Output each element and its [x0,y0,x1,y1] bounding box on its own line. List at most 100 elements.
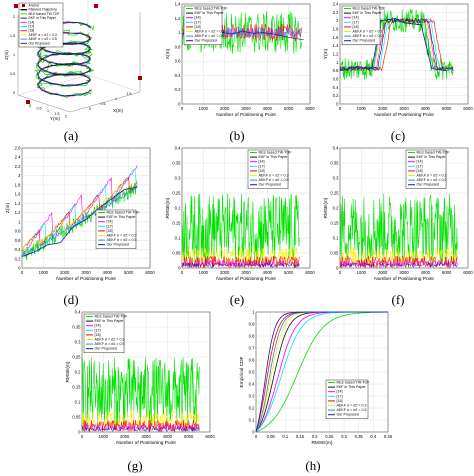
chart-x-position: 0 1000 2000 3000 4000 5000 6000 0 0.2 0.4 0.6 0.8 1 1… [165,2,315,119]
y-tick-c: 1 [336,60,339,65]
y-tick-d: 1.4 [15,201,21,206]
x-axis-label-c: Number of Positioning Point [374,112,434,118]
x-tick-f: 0 [339,270,342,275]
legend-swatch-a [22,4,25,7]
legend-box-f [405,149,447,189]
legend-entry-e: [17] [259,164,265,168]
panel-c: 0 1000 2000 3000 4000 5000 6000 0 0.2 0.4 0.6 0.8 1 1… [318,0,474,126]
y-tick-f: 0.15 [330,221,339,226]
y-tick-e: 0.05 [172,251,181,256]
x-tick-h: 0.05 [267,434,276,439]
legend-entry-a: Our Proposed [29,41,50,45]
legend-entry-h: Our Proposed [337,413,359,417]
y-axis-label-h: Empirical CDF [239,356,245,387]
legend-box-h [325,379,369,419]
plot-area-g: 0 1000 2000 3000 4000 5000 6000 0 0.05 0.1 0.15 0.2… [65,310,215,447]
y-tick-f: 0.05 [330,251,339,256]
panel-h: 0 0.05 0.1 0.15 0.2 0.25 0.3 0.35 0.4 0.45 0 0.1 0.2… [234,306,394,456]
legend-entry-f: EKF in This Paper [417,155,447,159]
y-tick-b: 0.8 [175,44,181,49]
y-tick-h: 0.7 [249,346,255,351]
y-tick-b: 0.4 [175,73,181,78]
panel-e: 0 1000 2000 3000 4000 5000 6000 0 0.05 0.1 0.15 0.2… [160,142,316,292]
x-tick-e: 0 [181,270,184,275]
axes-3d-frame [17,12,141,113]
legend-entry-b: [17] [195,20,201,24]
legend-entry-c: AEKF σ = σ2 = 0.5 [353,34,383,38]
plot-area-f: 0 1000 2000 3000 4000 5000 6000 0 0.05 0.1 0.15 0.2… [323,146,473,283]
x-tick-a: 1.5 [127,92,132,96]
legend-entry-c: [14] [353,16,359,20]
y-tick-d: 1.8 [15,182,21,187]
y-tick-g: 0.1 [75,400,81,405]
cdf-curve [255,311,388,433]
z-tick-a: 2 [13,15,15,19]
y-tick-a: 1 [47,109,49,113]
x-tick-g: 1000 [99,434,109,439]
y-tick-c: 1.8 [333,27,339,32]
legend-box-b [183,5,223,45]
legend-entry-e: AEKF σ = σ2 = 0.3 [259,174,289,178]
x-tick-f: 1000 [357,270,367,275]
legend-entry-b: MLE based TW-TOF [195,7,229,11]
legend-entry-f: [18] [417,169,423,173]
x-axis-label-g: Number of Positioning Point [116,440,176,446]
x-tick-g: 4000 [163,434,173,439]
x-tick-d: 3000 [81,270,91,275]
y-axis-label-g: RMSE(m) [65,361,71,382]
caption-e: (e) [229,292,245,307]
y-tick-d: 0.8 [15,229,21,234]
legend-entry-g: AEKF σ = σ2 = 0.3 [95,338,125,342]
plot-area-b: 0 1000 2000 3000 4000 5000 6000 0 0.2 0.4 0.6 0.8 1 1… [165,2,315,119]
x-tick-c: 5000 [442,106,452,111]
x-tick-g: 6000 [205,434,215,439]
chart-z-position: 0 1000 2000 3000 4000 5000 6000 0 0.2 0.4 0.6 0.8 1 1… [5,146,155,283]
x-axis-label-b: Number of Positioning Point [216,112,276,118]
legend-entry-c: Our Proposed [353,39,375,43]
legend-entry-f: AEKF σ = σ2 = 0.5 [417,178,447,182]
legend-entry-c: AEKF σ = σ2 = 0.3 [353,30,383,34]
y-tick-b: 1.4 [175,2,181,7]
x2-axis-label-a: X(m) [113,108,123,113]
y-tick-a: 1.5 [55,112,60,116]
legend-entry-h: EKF in This Paper [337,385,367,389]
anchor-marker [26,100,30,104]
x-tick-d: 5000 [124,270,134,275]
legend-entry-g: [17] [95,328,101,332]
y-tick-e: 0.1 [175,236,181,241]
chart-rmse-f: 0 1000 2000 3000 4000 5000 6000 0 0.05 0.1 0.15 0.2… [323,146,473,283]
legend-entry-f: AEKF σ = σ2 = 0.3 [417,174,447,178]
y-tick-h: 0.2 [249,406,255,411]
y-axis-label-b: X(m) [165,48,171,59]
chart-rmse-e: 0 1000 2000 3000 4000 5000 6000 0 0.05 0.1 0.15 0.2… [165,146,315,283]
x-tick-h: 0 [255,434,258,439]
y-tick-h: 0.5 [249,370,255,375]
y-axis-label-c: Y(m) [323,48,329,59]
x-tick-e: 2000 [220,270,230,275]
y-tick-d: 0.2 [15,256,21,261]
x-tick-f: 5000 [442,270,452,275]
x-tick-g: 5000 [184,434,194,439]
legend-entry-d: MLE based TW-TOF [107,211,141,215]
plot-area-e: 0 1000 2000 3000 4000 5000 6000 0 0.05 0.1 0.15 0.2… [165,146,315,283]
y-tick-g: 0.05 [72,415,81,420]
legend-entry-c: [18] [353,25,359,29]
legend-entry-e: [14] [259,160,265,164]
y-tick-f: 0.35 [330,161,339,166]
series-ours-e [181,262,300,269]
y-tick-h: 1 [252,310,255,315]
legend-entry-h: [14] [337,390,343,394]
x-axis-label-f: Number of Positioning Point [374,276,434,282]
legend-entry-h: MLE based TW-TOF [337,381,371,385]
x-tick-h: 0.3 [341,434,347,439]
legend-entry-e: EKF in This Paper [259,155,289,159]
legend-entry-b: Our Proposed [195,39,217,43]
x-tick-e: 5000 [284,270,294,275]
y-tick-d: 1 [18,219,21,224]
legend-entry-d: [17] [107,224,113,228]
